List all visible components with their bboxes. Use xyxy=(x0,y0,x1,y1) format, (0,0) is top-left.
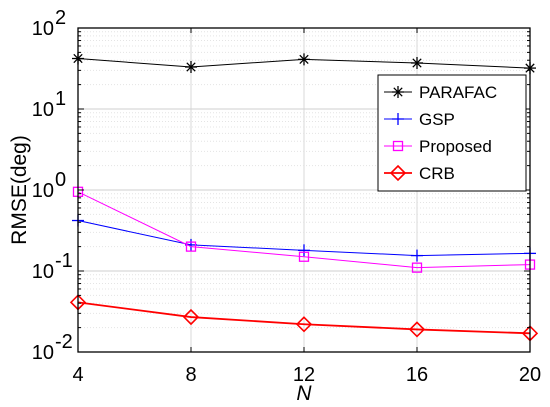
data-point xyxy=(411,262,423,273)
data-point xyxy=(392,86,404,98)
y-axis-label: RMSE(deg) xyxy=(8,135,31,245)
x-tick-label: 8 xyxy=(185,364,196,386)
marker-stroke xyxy=(186,62,196,72)
data-point xyxy=(408,321,426,338)
x-tick-label: 12 xyxy=(293,364,315,386)
data-point xyxy=(411,249,423,262)
legend-label: Proposed xyxy=(419,137,492,156)
marker-stroke xyxy=(299,54,309,65)
y-tick-label: 10 xyxy=(32,18,54,40)
legend-entry: Proposed xyxy=(384,137,492,156)
series-gsp xyxy=(72,214,536,262)
y-tick-exponent: 0 xyxy=(55,169,66,191)
y-tick-exponent: -2 xyxy=(55,331,73,353)
legend-entry: CRB xyxy=(384,164,455,183)
data-point xyxy=(298,53,310,66)
x-axis-label: N xyxy=(296,382,312,405)
x-tick-label: 4 xyxy=(72,364,83,386)
legend-label: PARAFAC xyxy=(419,83,497,102)
legend-entry: PARAFAC xyxy=(384,83,497,102)
y-tick-exponent: 2 xyxy=(55,7,66,29)
legend-label: CRB xyxy=(419,164,455,183)
data-point xyxy=(185,61,197,74)
legend: PARAFAC GSP Proposed CRB xyxy=(377,74,527,192)
data-point xyxy=(389,164,407,182)
data-point xyxy=(295,316,313,333)
series-line xyxy=(77,301,531,335)
marker-stroke xyxy=(412,58,422,68)
series-line xyxy=(77,191,531,269)
series-layer xyxy=(69,52,539,342)
x-tick-label: 20 xyxy=(519,364,541,386)
x-tick-label: 16 xyxy=(406,364,428,386)
y-tick-label: 10 xyxy=(32,261,54,283)
data-point xyxy=(411,56,423,69)
data-point xyxy=(392,113,404,125)
y-tick-exponent: 1 xyxy=(55,88,66,110)
y-tick-label: 10 xyxy=(32,342,54,364)
series-parafac xyxy=(72,52,536,75)
series-crb xyxy=(69,294,539,342)
data-point xyxy=(182,308,200,326)
legend-label: GSP xyxy=(419,110,455,129)
y-tick-label: 10 xyxy=(32,99,54,121)
legend-entry: GSP xyxy=(384,110,455,129)
data-point xyxy=(392,140,404,152)
marker-stroke xyxy=(393,87,403,97)
data-point xyxy=(298,244,310,257)
data-point xyxy=(298,251,310,262)
y-tick-exponent: -1 xyxy=(55,250,73,272)
data-point xyxy=(185,241,197,252)
y-tick-label: 10 xyxy=(32,180,54,202)
